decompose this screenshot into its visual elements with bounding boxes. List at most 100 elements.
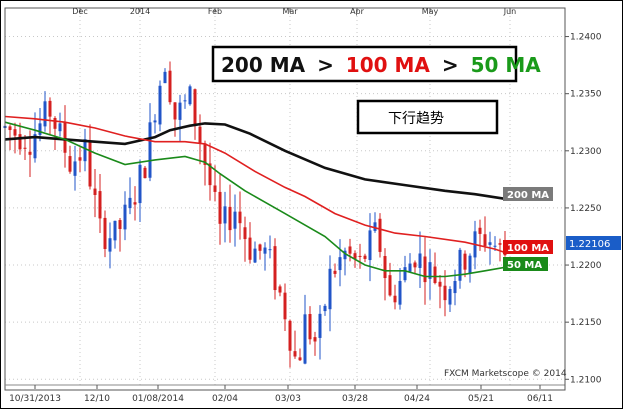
candle-bull	[493, 245, 497, 247]
candle-bear	[258, 244, 262, 251]
candle-bull	[303, 314, 307, 364]
candle-bear	[168, 70, 172, 103]
title-gt-2: >	[442, 53, 459, 77]
candle-bear	[118, 220, 122, 229]
candles	[3, 61, 507, 368]
current-price-tag	[566, 236, 621, 250]
bottom-tick-label: 10/31/2013	[9, 394, 61, 404]
candle-bull	[338, 257, 342, 271]
candle-bear	[313, 337, 317, 342]
candle-bull	[83, 139, 87, 162]
bottom-tick-label: 05/21	[468, 394, 494, 404]
candle-bear	[248, 237, 252, 260]
top-tick-label: Feb	[208, 7, 222, 16]
label-ma200-bg	[503, 187, 553, 201]
candle-bull	[373, 222, 377, 231]
candle-bear	[413, 262, 417, 268]
y-axis: 1.2400 1.2350 1.2300 1.2250 1.2200 1.2150 1.21…	[565, 33, 602, 385]
candle-bear	[363, 255, 367, 259]
label-ma100: 100 MA	[507, 243, 549, 254]
candle-bull	[223, 206, 227, 224]
candle-bear	[18, 134, 22, 150]
candle-bull	[253, 248, 257, 263]
top-tick-label: Mar	[282, 7, 298, 16]
candle-bear	[483, 234, 487, 246]
candle-bull	[33, 134, 37, 159]
candle-bull	[73, 161, 77, 176]
candle-bear	[228, 206, 232, 231]
top-tick-label: 2014	[130, 7, 150, 16]
bottom-tick-label: 04/24	[404, 394, 430, 404]
candle-bear	[283, 292, 287, 320]
candle-bear	[213, 185, 217, 192]
candle-bear	[103, 217, 107, 249]
candle-bear	[218, 191, 222, 224]
label-ma50: 50 MA	[507, 260, 542, 271]
candle-bear	[353, 253, 357, 259]
annotation-text: 下行趋势	[388, 111, 444, 127]
top-tick-label: Apr	[350, 7, 365, 16]
candle-bear	[333, 270, 337, 274]
candle-bear	[68, 156, 72, 172]
bottom-tick-label: 01/08/2014	[132, 394, 184, 404]
candle-bear	[93, 188, 97, 195]
candle-bull	[428, 262, 432, 279]
candle-bull	[128, 197, 132, 209]
candle-bull	[123, 204, 127, 230]
candle-bull	[188, 86, 192, 105]
candle-bear	[48, 100, 52, 117]
label-ma100-bg	[503, 240, 553, 254]
candle-bear	[443, 285, 447, 301]
candle-bull	[488, 242, 492, 245]
candle-bear	[133, 202, 137, 205]
top-axis: Dec 2014 Feb Mar Apr May Jun	[72, 7, 516, 16]
candle-bull	[153, 120, 157, 123]
candle-bear	[383, 256, 387, 279]
candle-bear	[203, 143, 207, 165]
candle-bear	[308, 313, 312, 340]
candle-bull	[113, 220, 117, 241]
title-ma200: 200 MA	[221, 53, 306, 77]
candle-bear	[438, 281, 442, 287]
candle-bear	[478, 227, 482, 234]
y-tick-label: 1.2100	[570, 375, 602, 385]
candle-bull	[183, 100, 187, 102]
candle-bear	[433, 266, 437, 283]
candle-bull	[233, 211, 237, 229]
candle-bull	[108, 238, 112, 252]
candle-bull	[343, 250, 347, 260]
y-tick-label: 1.2150	[570, 318, 602, 328]
candle-bear	[393, 295, 397, 303]
ma100-line	[4, 115, 506, 254]
chart-title: 200 MA > 100 MA > 50 MA	[221, 53, 541, 77]
top-tick-label: Dec	[72, 7, 87, 16]
candle-bull	[148, 122, 152, 178]
ma50-line	[4, 121, 506, 278]
top-tick-label: Jun	[503, 7, 517, 16]
y-tick-label: 1.2200	[570, 261, 602, 271]
candle-bull	[58, 123, 62, 132]
candle-bull	[398, 280, 402, 305]
candle-bear	[173, 102, 177, 120]
candle-bear	[78, 157, 82, 161]
title-gt-1: >	[317, 53, 334, 77]
title-box	[211, 45, 518, 83]
annotation-box	[356, 99, 499, 135]
candle-bear	[498, 243, 502, 245]
label-ma50-bg	[503, 257, 548, 271]
candle-bear	[193, 89, 197, 127]
candle-bear	[388, 275, 392, 296]
candle-bear	[288, 320, 292, 351]
moving-average-lines	[4, 115, 506, 278]
ma200-line	[4, 122, 506, 201]
candle-bear	[348, 246, 352, 254]
top-tick-label: May	[422, 7, 439, 16]
candle-bull	[323, 305, 327, 312]
candle-bear	[23, 147, 27, 149]
watermark: FXCM Marketscope © 2014	[444, 369, 567, 379]
y-tick-label: 1.2250	[570, 204, 602, 214]
bottom-tick-label: 12/10	[84, 394, 110, 404]
candle-bull	[458, 249, 462, 281]
